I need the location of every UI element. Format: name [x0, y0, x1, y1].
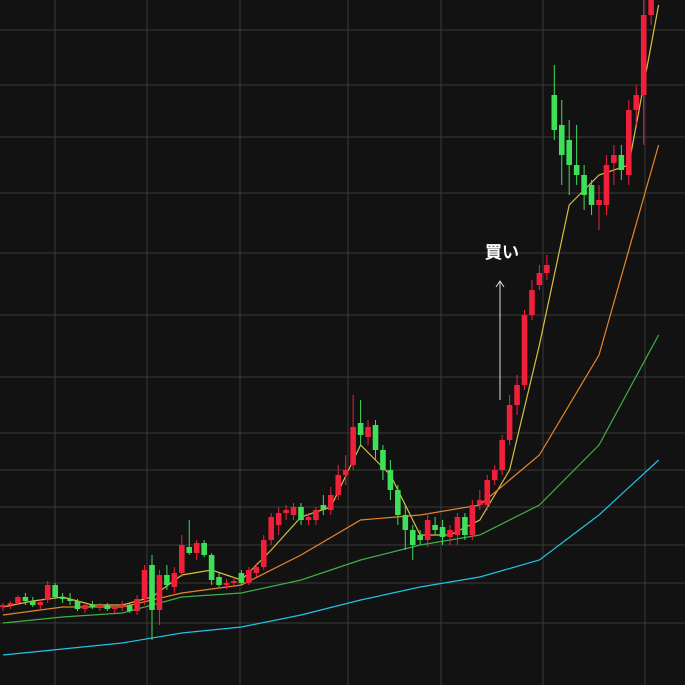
candle-body	[640, 15, 647, 95]
candle-body	[59, 597, 66, 599]
candle-body	[424, 520, 431, 540]
candle-body	[603, 165, 610, 205]
candle-body	[179, 545, 185, 573]
candle-body	[529, 290, 535, 315]
candle-body	[350, 427, 356, 465]
candle-body	[365, 427, 371, 437]
candle-body	[328, 495, 334, 510]
moving-average	[2, 334, 660, 624]
candle-body	[521, 315, 528, 385]
candle-body	[141, 570, 148, 599]
candle-body	[275, 513, 282, 525]
candle-body	[402, 515, 409, 530]
candle-body	[342, 470, 349, 475]
candle-body	[506, 405, 513, 440]
candle-body	[0, 605, 6, 607]
candle-body	[439, 527, 446, 537]
candle-body	[469, 505, 476, 535]
candle-body	[260, 540, 267, 567]
candle-body	[156, 575, 163, 610]
candle-body	[618, 155, 625, 170]
candle-body	[97, 605, 103, 607]
candle-body	[387, 470, 394, 490]
candle-body	[7, 603, 14, 605]
candle-body	[447, 530, 453, 537]
candle-body	[15, 597, 21, 603]
candle-body	[171, 573, 178, 587]
candle-body	[231, 581, 237, 583]
candle-body	[499, 440, 505, 470]
candle-body	[37, 602, 44, 605]
candle-body	[298, 507, 304, 520]
candle-body	[216, 577, 222, 585]
candle-body	[633, 95, 640, 110]
annotation: 買い	[485, 243, 519, 263]
candle-body	[380, 450, 386, 470]
candle-body	[432, 525, 438, 530]
candle-body	[52, 585, 58, 597]
candle-body	[551, 95, 558, 130]
candle-body	[290, 507, 297, 515]
candle-body	[283, 510, 289, 513]
candle-body	[573, 165, 580, 175]
moving-average	[2, 459, 660, 656]
candle-body	[67, 599, 73, 601]
candle-body	[238, 573, 245, 583]
candle-body	[581, 175, 587, 195]
candle-body	[320, 505, 327, 510]
candle-body	[558, 125, 565, 155]
candle-body	[246, 570, 252, 583]
candle-body	[566, 140, 572, 165]
candle-body	[149, 565, 155, 610]
candle-body	[201, 543, 207, 555]
candle-body	[596, 200, 602, 205]
candle-body	[514, 385, 520, 405]
candle-body	[253, 567, 260, 573]
candle-body	[193, 543, 200, 553]
candle-body	[611, 155, 617, 163]
candle-body	[588, 185, 595, 205]
candle-body	[544, 265, 550, 273]
candle-body	[208, 555, 215, 580]
candle-body	[305, 517, 312, 520]
candle-body	[223, 583, 230, 585]
candle-body	[126, 605, 133, 611]
candle-body	[313, 510, 319, 520]
candle-body	[462, 517, 468, 535]
candle-body	[536, 273, 543, 285]
candle-body	[119, 605, 125, 607]
arrow-head	[495, 280, 505, 288]
candle-body	[89, 605, 96, 607]
candle-body	[409, 530, 416, 545]
candle-body	[111, 607, 118, 609]
candle-body	[491, 470, 498, 480]
candle-body	[372, 425, 379, 450]
plot	[0, 0, 660, 656]
candle-body	[134, 599, 140, 611]
candle-body	[44, 585, 51, 600]
candle-body	[335, 475, 342, 495]
candle-body	[454, 517, 461, 535]
candle-body	[82, 605, 88, 609]
candle-body	[477, 500, 483, 505]
candle-body	[104, 605, 111, 609]
candle-body	[648, 0, 654, 15]
candle-body	[164, 575, 170, 585]
candle-body	[626, 110, 632, 175]
candle-body	[268, 517, 274, 540]
candle-body	[186, 547, 193, 553]
candle-body	[395, 490, 401, 515]
candle-body	[357, 423, 364, 435]
candle-body	[74, 601, 81, 609]
candle-body	[30, 601, 36, 605]
candle-body	[22, 597, 29, 601]
candle-body	[484, 480, 491, 505]
candle-body	[417, 535, 423, 540]
